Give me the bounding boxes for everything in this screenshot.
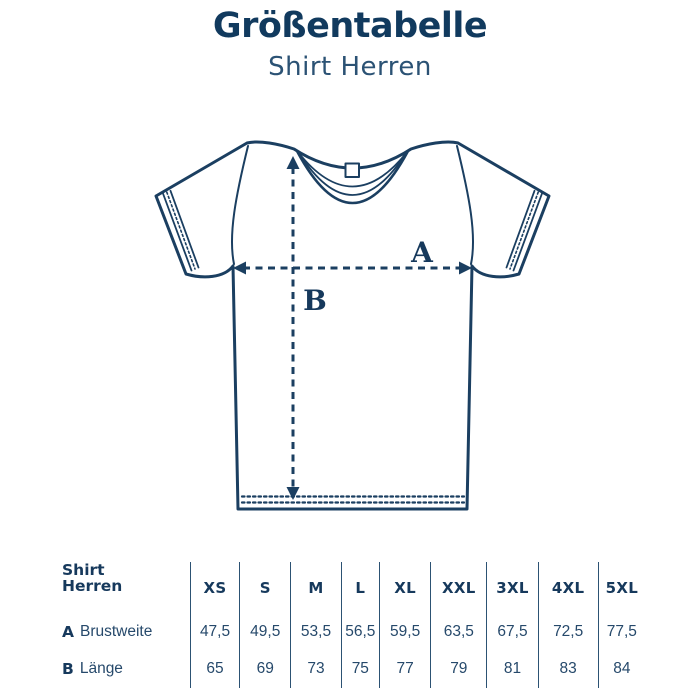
row-key-a: A — [62, 623, 74, 641]
length-value: 83 — [559, 660, 577, 677]
measure-b-arrow — [286, 156, 300, 500]
size-column-4xl: 4XL 72,5 83 — [537, 562, 598, 688]
chest-value: 49,5 — [250, 623, 281, 640]
size-column-xl: XL 59,5 77 — [379, 562, 430, 688]
chest-value: 53,5 — [300, 623, 332, 640]
row-label-chest: A Brustweite — [55, 614, 190, 650]
length-value: 69 — [256, 660, 274, 677]
table-label-column: Shirt Herren A Brustweite B Länge — [55, 562, 190, 688]
size-column-s: S 49,5 69 — [239, 562, 290, 688]
chest-value: 72,5 — [553, 623, 584, 640]
size-header: M — [308, 579, 324, 597]
page-title: Größentabelle — [212, 6, 488, 46]
length-value: 77 — [396, 660, 414, 677]
row-label-length: B Länge — [55, 650, 190, 688]
chest-value: 56,5 — [345, 623, 376, 640]
size-header: XXL — [442, 579, 476, 597]
size-column-xxl: XXL 63,5 79 — [430, 562, 486, 688]
size-header: XL — [394, 579, 416, 597]
chest-value: 63,5 — [443, 623, 474, 640]
size-header: 5XL — [605, 579, 639, 597]
row-key-b: B — [62, 660, 74, 678]
size-header: 4XL — [551, 579, 585, 597]
page-subtitle: Shirt Herren — [268, 52, 432, 82]
size-column-xs: XS 47,5 65 — [189, 562, 239, 688]
tshirt-outline — [154, 140, 551, 511]
chest-value: 67,5 — [497, 623, 528, 640]
size-header: L — [355, 579, 366, 597]
collar-label-tag — [344, 162, 360, 178]
size-column-3xl: 3XL 67,5 81 — [486, 562, 537, 688]
chest-value: 77,5 — [606, 623, 637, 640]
size-table: Shirt Herren A Brustweite B Länge XS 47,… — [55, 562, 645, 688]
size-column-5xl: 5XL 77,5 84 — [597, 562, 645, 688]
length-value: 79 — [450, 660, 468, 677]
size-column-m: M 53,5 73 — [290, 562, 340, 688]
size-header: S — [259, 579, 271, 597]
row-label-b: Länge — [79, 660, 123, 677]
chest-value: 47,5 — [199, 623, 231, 640]
measure-a-label: A — [410, 236, 434, 269]
size-header: XS — [203, 579, 227, 597]
chest-value: 59,5 — [390, 623, 421, 640]
length-value: 81 — [503, 660, 522, 677]
size-column-l: L 56,5 75 — [340, 562, 379, 688]
row-label-a: Brustweite — [80, 623, 153, 640]
corner-line2: Herren — [62, 577, 123, 596]
measure-b-label: B — [303, 284, 327, 317]
corner-line1: Shirt — [62, 561, 105, 579]
length-value: 75 — [351, 660, 369, 677]
length-value: 65 — [206, 660, 224, 677]
length-value: 73 — [307, 660, 325, 677]
measure-a-arrow — [233, 261, 472, 275]
length-value: 84 — [613, 660, 631, 677]
size-header: 3XL — [496, 579, 529, 597]
tshirt-diagram: A B — [154, 140, 551, 511]
table-corner-header: Shirt Herren — [55, 562, 190, 614]
